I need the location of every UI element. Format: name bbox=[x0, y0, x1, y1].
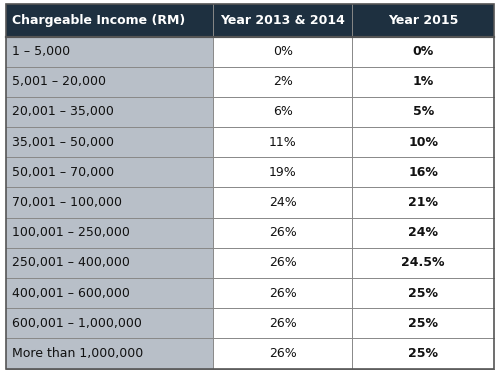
Text: 25%: 25% bbox=[408, 347, 438, 360]
Text: More than 1,000,000: More than 1,000,000 bbox=[12, 347, 143, 360]
Text: 26%: 26% bbox=[269, 226, 297, 239]
Text: 21%: 21% bbox=[408, 196, 438, 209]
Bar bbox=[214, 278, 352, 308]
Bar bbox=[6, 187, 214, 217]
Bar bbox=[214, 338, 352, 369]
Text: Year 2013 & 2014: Year 2013 & 2014 bbox=[220, 14, 346, 27]
Bar bbox=[352, 308, 494, 338]
Text: 0%: 0% bbox=[412, 45, 434, 58]
Text: 100,001 – 250,000: 100,001 – 250,000 bbox=[12, 226, 130, 239]
Bar bbox=[6, 127, 214, 157]
Text: 10%: 10% bbox=[408, 136, 438, 149]
Text: 2%: 2% bbox=[273, 75, 293, 88]
Bar bbox=[352, 97, 494, 127]
Text: 26%: 26% bbox=[269, 286, 297, 300]
Bar bbox=[352, 248, 494, 278]
Text: 11%: 11% bbox=[269, 136, 297, 149]
Bar bbox=[6, 248, 214, 278]
Bar bbox=[214, 67, 352, 97]
Bar bbox=[6, 217, 214, 248]
Bar bbox=[214, 248, 352, 278]
Bar bbox=[6, 67, 214, 97]
Text: 1%: 1% bbox=[412, 75, 434, 88]
Bar bbox=[6, 338, 214, 369]
Bar bbox=[6, 308, 214, 338]
Bar bbox=[214, 217, 352, 248]
Bar bbox=[214, 187, 352, 217]
Bar bbox=[6, 278, 214, 308]
Bar bbox=[6, 37, 214, 67]
Text: 5%: 5% bbox=[412, 106, 434, 119]
Bar bbox=[214, 97, 352, 127]
Text: 26%: 26% bbox=[269, 347, 297, 360]
Text: 26%: 26% bbox=[269, 256, 297, 269]
Bar bbox=[214, 127, 352, 157]
Text: 400,001 – 600,000: 400,001 – 600,000 bbox=[12, 286, 130, 300]
Text: 50,001 – 70,000: 50,001 – 70,000 bbox=[12, 166, 114, 179]
Bar bbox=[214, 37, 352, 67]
Text: 25%: 25% bbox=[408, 286, 438, 300]
Bar bbox=[352, 217, 494, 248]
Bar bbox=[352, 127, 494, 157]
Bar bbox=[352, 338, 494, 369]
Bar bbox=[6, 97, 214, 127]
Text: 250,001 – 400,000: 250,001 – 400,000 bbox=[12, 256, 130, 269]
Bar bbox=[214, 157, 352, 187]
Bar bbox=[6, 157, 214, 187]
Text: 5,001 – 20,000: 5,001 – 20,000 bbox=[12, 75, 106, 88]
Text: 6%: 6% bbox=[273, 106, 293, 119]
Text: 35,001 – 50,000: 35,001 – 50,000 bbox=[12, 136, 114, 149]
Bar bbox=[352, 67, 494, 97]
Bar bbox=[352, 4, 494, 37]
Text: 25%: 25% bbox=[408, 317, 438, 330]
Bar bbox=[214, 4, 352, 37]
Text: 20,001 – 35,000: 20,001 – 35,000 bbox=[12, 106, 114, 119]
Bar bbox=[352, 37, 494, 67]
Text: 16%: 16% bbox=[408, 166, 438, 179]
Bar bbox=[352, 278, 494, 308]
Bar bbox=[352, 187, 494, 217]
Text: 24%: 24% bbox=[408, 226, 438, 239]
Text: 19%: 19% bbox=[269, 166, 297, 179]
Text: 24%: 24% bbox=[269, 196, 297, 209]
Bar bbox=[214, 308, 352, 338]
Text: Chargeable Income (RM): Chargeable Income (RM) bbox=[12, 14, 185, 27]
Bar bbox=[6, 4, 214, 37]
Text: 26%: 26% bbox=[269, 317, 297, 330]
Text: 600,001 – 1,000,000: 600,001 – 1,000,000 bbox=[12, 317, 142, 330]
Text: 24.5%: 24.5% bbox=[402, 256, 445, 269]
Text: 70,001 – 100,000: 70,001 – 100,000 bbox=[12, 196, 122, 209]
Text: 0%: 0% bbox=[273, 45, 293, 58]
Text: Year 2015: Year 2015 bbox=[388, 14, 458, 27]
Bar bbox=[352, 157, 494, 187]
Text: 1 – 5,000: 1 – 5,000 bbox=[12, 45, 70, 58]
